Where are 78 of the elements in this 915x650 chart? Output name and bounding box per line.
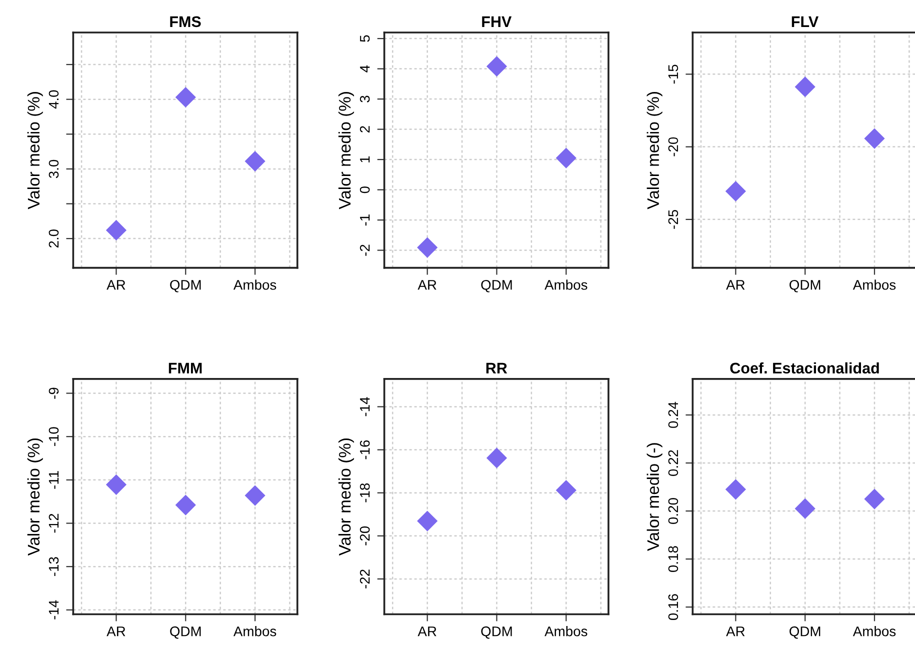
y-tick-label: 5 <box>360 35 370 42</box>
point <box>864 488 885 510</box>
y-tick-label: 2.0 <box>48 229 59 248</box>
y-axis-title: Valor medio (%) <box>27 438 43 556</box>
x-tick-label: AR <box>726 626 745 636</box>
y-tick-label: -12 <box>48 514 59 533</box>
x-tick-label: QDM <box>790 280 820 292</box>
y-tick-label: -16 <box>360 440 370 460</box>
y-tick-label: 0.24 <box>668 402 678 428</box>
x-tick-label: QDM <box>481 280 512 292</box>
x-tick-label: QDM <box>170 626 201 639</box>
y-tick-label: 0.20 <box>668 498 678 524</box>
y-tick-label: -14 <box>48 600 59 620</box>
y-tick-label: 0.22 <box>668 450 678 476</box>
x-tick-label: Ambos <box>852 280 896 290</box>
y-tick-label: 0.16 <box>668 594 678 620</box>
y-tick-label: -20 <box>360 526 370 546</box>
x-tick-label: QDM <box>790 626 820 639</box>
y-tick-label: -18 <box>360 483 370 502</box>
point <box>794 498 816 519</box>
y-tick-label: -9 <box>48 388 59 399</box>
chart-title: FHV <box>482 16 512 27</box>
point <box>556 480 576 501</box>
x-tick-label: QDM <box>170 280 201 292</box>
y-tick-label: 2 <box>360 126 370 132</box>
y-tick-label: 3 <box>360 96 370 102</box>
y-tick-label: -15 <box>668 64 678 84</box>
y-tick-label: -22 <box>360 570 370 588</box>
point <box>175 494 196 516</box>
y-axis-title: Valor medio (%) <box>646 92 662 210</box>
y-tick-label: 1 <box>360 156 370 162</box>
y-tick-label: -25 <box>668 210 678 229</box>
x-tick-label: AR <box>106 626 126 636</box>
chart-title: FMM <box>168 362 202 374</box>
point <box>486 448 508 468</box>
point <box>244 485 266 506</box>
x-tick-label: AR <box>418 280 436 290</box>
point <box>725 180 746 202</box>
y-tick-label: 4.0 <box>48 90 59 109</box>
point <box>556 148 576 168</box>
chart-title: FMS <box>170 16 201 28</box>
y-tick-label: -13 <box>48 557 59 576</box>
x-tick-label: Ambos <box>233 280 276 290</box>
point <box>486 56 508 77</box>
chart-title: RR <box>486 362 508 374</box>
point <box>106 220 127 241</box>
point <box>106 474 127 495</box>
y-axis-title: Valor medio (%) <box>338 92 354 210</box>
chart-title: FLV <box>792 16 819 27</box>
y-tick-label: 4 <box>360 65 370 72</box>
point <box>864 128 885 149</box>
y-axis-title: Valor medio (-) <box>646 443 662 552</box>
y-tick-label: -10 <box>48 427 59 446</box>
point <box>794 76 816 98</box>
y-axis-title: Valor medio (%) <box>338 438 354 556</box>
y-tick-label: -14 <box>360 397 370 416</box>
point <box>244 150 266 172</box>
y-tick-label: -11 <box>48 471 59 489</box>
x-tick-label: QDM <box>481 626 512 639</box>
point <box>725 479 746 500</box>
y-tick-label: 3.0 <box>48 160 59 178</box>
x-tick-label: Ambos <box>544 626 588 636</box>
y-tick-label: -20 <box>668 137 678 156</box>
x-tick-label: Ambos <box>544 280 588 290</box>
x-tick-label: Ambos <box>852 626 896 636</box>
y-tick-label: -1 <box>360 214 370 226</box>
y-axis-title: Valor medio (%) <box>27 92 43 210</box>
point <box>175 86 196 108</box>
x-tick-label: Ambos <box>233 626 276 636</box>
chart-title: Coef. Estacionalidad <box>730 362 879 374</box>
y-tick-label: 0.18 <box>668 546 678 572</box>
x-tick-label: AR <box>726 280 745 290</box>
y-tick-label: 0 <box>360 186 370 194</box>
x-tick-label: AR <box>106 280 126 290</box>
point <box>417 237 438 258</box>
x-tick-label: AR <box>418 626 436 636</box>
y-tick-label: -2 <box>360 244 370 256</box>
point <box>417 510 438 532</box>
